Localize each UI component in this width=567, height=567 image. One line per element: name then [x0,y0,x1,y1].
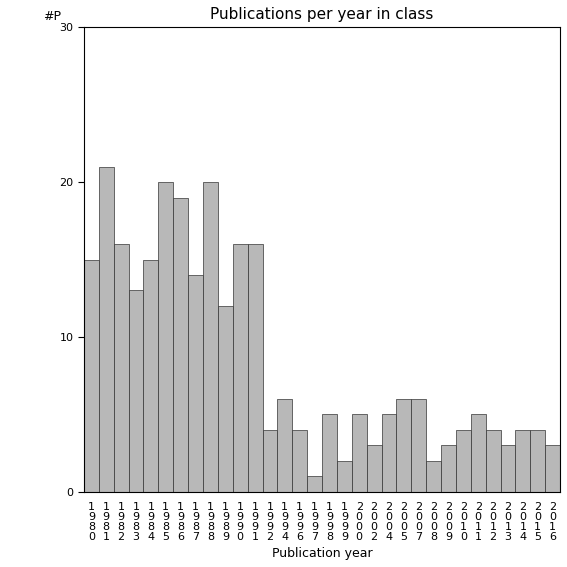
Bar [471,414,486,492]
Bar [515,430,530,492]
Bar [367,445,382,492]
Bar [530,430,545,492]
Bar [486,430,501,492]
Bar [114,244,129,492]
Bar [545,445,560,492]
Bar [188,275,203,492]
Title: Publications per year in class: Publications per year in class [210,7,434,22]
Bar [292,430,307,492]
Bar [322,414,337,492]
Bar [233,244,248,492]
Bar [382,414,396,492]
Bar [218,306,233,492]
Bar [248,244,263,492]
Text: #P: #P [44,10,62,23]
Bar [129,290,143,492]
Bar [158,182,174,492]
Bar [501,445,515,492]
Bar [426,461,441,492]
Bar [84,260,99,492]
Bar [396,399,411,492]
Bar [352,414,367,492]
Bar [203,182,218,492]
Bar [307,476,322,492]
Bar [277,399,292,492]
Bar [337,461,352,492]
Bar [263,430,277,492]
X-axis label: Publication year: Publication year [272,547,373,560]
Bar [99,167,114,492]
Bar [411,399,426,492]
Bar [441,445,456,492]
Bar [143,260,158,492]
Bar [174,197,188,492]
Bar [456,430,471,492]
